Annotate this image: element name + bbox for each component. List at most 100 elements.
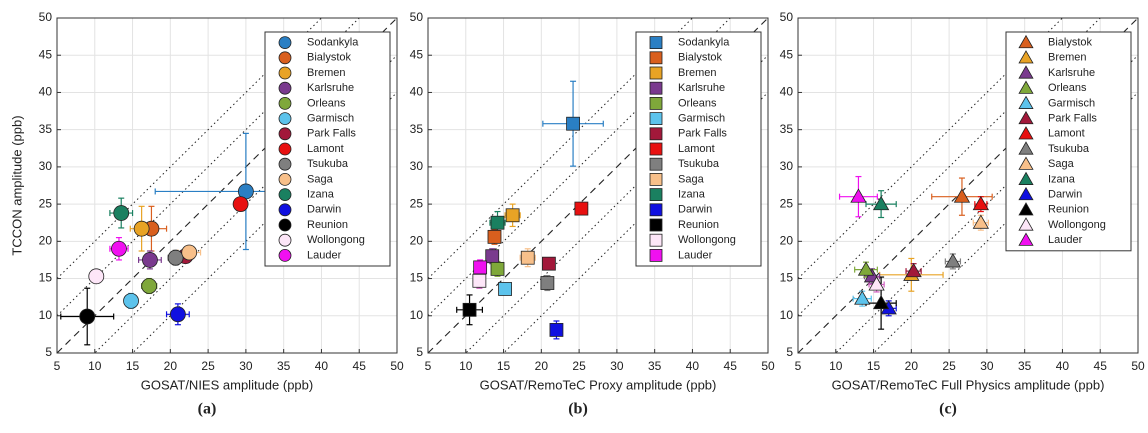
offset-line bbox=[798, 18, 1101, 317]
panel-label: (a) bbox=[198, 401, 217, 418]
legend-label: Garmisch bbox=[1048, 97, 1095, 109]
legend-label: Tsukuba bbox=[1048, 143, 1090, 155]
marker bbox=[167, 249, 184, 266]
y-tick-label: 25 bbox=[39, 196, 53, 210]
legend-label: Wollongong bbox=[678, 234, 736, 246]
legend-label: Saga bbox=[678, 173, 705, 185]
y-tick-label: 25 bbox=[780, 196, 794, 210]
offset-line bbox=[798, 18, 1064, 279]
legend-marker bbox=[278, 142, 292, 156]
x-tick-label: 40 bbox=[1056, 359, 1070, 373]
offset-line bbox=[57, 18, 360, 317]
legend-marker bbox=[278, 127, 292, 141]
legend-label: Reunion bbox=[678, 219, 719, 231]
legend-label: Garmisch bbox=[307, 113, 354, 125]
marker bbox=[868, 276, 885, 291]
x-tick-label: 20 bbox=[535, 359, 549, 373]
panel-label: (c) bbox=[939, 401, 957, 418]
legend-marker bbox=[649, 81, 663, 95]
marker bbox=[872, 195, 890, 211]
y-tick-label: 30 bbox=[780, 159, 794, 173]
y-tick-label: 40 bbox=[410, 85, 424, 99]
legend-label: Izana bbox=[307, 189, 335, 201]
offset-line bbox=[94, 54, 397, 353]
legend-label: Saga bbox=[307, 173, 334, 185]
legend-marker bbox=[1018, 232, 1034, 246]
legend-marker bbox=[278, 66, 292, 80]
legend-label: Darwin bbox=[678, 204, 712, 216]
marker bbox=[113, 205, 130, 221]
marker bbox=[905, 262, 922, 278]
panel: 5 10 15 20 25 30 35 40 45 50 5 10 15 20 25 30 35 40 45 50 So… bbox=[410, 10, 775, 418]
y-tick-label: 50 bbox=[39, 10, 53, 24]
y-tick-label: 15 bbox=[780, 271, 794, 285]
legend-marker bbox=[1018, 141, 1034, 155]
legend-marker bbox=[278, 188, 292, 202]
legend-marker bbox=[278, 157, 292, 171]
legend-marker bbox=[278, 81, 292, 95]
marker bbox=[574, 201, 589, 216]
x-tick-label: 10 bbox=[829, 359, 843, 373]
legend-label: Karlsruhe bbox=[1048, 67, 1095, 79]
marker bbox=[872, 294, 890, 310]
legend-label: Lamont bbox=[1048, 128, 1085, 140]
legend-marker bbox=[278, 172, 292, 186]
legend-label: Wollongong bbox=[1048, 219, 1106, 231]
legend-label: Bremen bbox=[1048, 52, 1087, 64]
legend-label: Park Falls bbox=[307, 128, 356, 140]
y-tick-label: 30 bbox=[39, 159, 53, 173]
marker bbox=[944, 253, 962, 268]
x-tick-label: 5 bbox=[425, 359, 432, 373]
x-axis-title: GOSAT/NIES amplitude (ppb) bbox=[141, 377, 313, 392]
legend-label: Lauder bbox=[678, 249, 713, 261]
legend-label: Park Falls bbox=[1048, 113, 1097, 125]
y-tick-label: 5 bbox=[786, 345, 793, 359]
x-tick-label: 25 bbox=[201, 359, 215, 373]
marker bbox=[88, 268, 105, 285]
x-tick-label: 30 bbox=[980, 359, 994, 373]
legend-label: Sodankyla bbox=[678, 37, 730, 49]
marker bbox=[854, 290, 871, 305]
x-tick-label: 20 bbox=[905, 359, 919, 373]
legend-marker bbox=[1018, 110, 1034, 125]
x-tick-label: 40 bbox=[315, 359, 329, 373]
y-tick-label: 40 bbox=[780, 85, 794, 99]
y-tick-label: 20 bbox=[39, 234, 53, 248]
legend-label: Reunion bbox=[1048, 204, 1089, 216]
legend-label: Bialystok bbox=[307, 52, 352, 64]
legend-label: Lamont bbox=[307, 143, 344, 155]
x-tick-label: 30 bbox=[610, 359, 624, 373]
legend-marker bbox=[278, 218, 292, 232]
y-tick-label: 35 bbox=[410, 122, 424, 136]
legend-marker bbox=[1018, 126, 1034, 140]
panel: 5 10 15 20 25 30 35 40 45 50 5 10 15 20 25 30 35 40 45 50 So… bbox=[9, 10, 404, 418]
legend-label: Sodankyla bbox=[307, 37, 359, 49]
marker bbox=[490, 261, 505, 276]
legend-label: Tsukuba bbox=[307, 158, 349, 170]
legend-marker bbox=[278, 97, 292, 110]
x-tick-label: 15 bbox=[126, 359, 140, 373]
y-tick-label: 20 bbox=[410, 234, 424, 248]
x-tick-label: 45 bbox=[1094, 359, 1108, 373]
legend-marker bbox=[1018, 202, 1034, 216]
legend-marker bbox=[1018, 217, 1034, 231]
marker bbox=[540, 276, 555, 290]
marker bbox=[141, 278, 158, 294]
legend-marker bbox=[1018, 171, 1034, 185]
y-tick-label: 50 bbox=[410, 10, 424, 24]
marker bbox=[473, 260, 488, 275]
x-tick-label: 45 bbox=[724, 359, 738, 373]
legend-marker bbox=[278, 36, 292, 49]
y-tick-label: 35 bbox=[39, 122, 53, 136]
legend-label: Bialystok bbox=[1048, 37, 1093, 49]
legend-marker bbox=[649, 218, 663, 232]
axes-frame bbox=[56, 17, 398, 354]
marker bbox=[972, 195, 990, 211]
legend-label: Lamont bbox=[678, 143, 715, 155]
y-tick-label: 10 bbox=[410, 308, 424, 322]
x-tick-label: 10 bbox=[459, 359, 473, 373]
marker bbox=[232, 196, 249, 213]
marker bbox=[850, 188, 867, 203]
x-tick-label: 40 bbox=[686, 359, 700, 373]
legend-marker bbox=[1018, 50, 1034, 64]
